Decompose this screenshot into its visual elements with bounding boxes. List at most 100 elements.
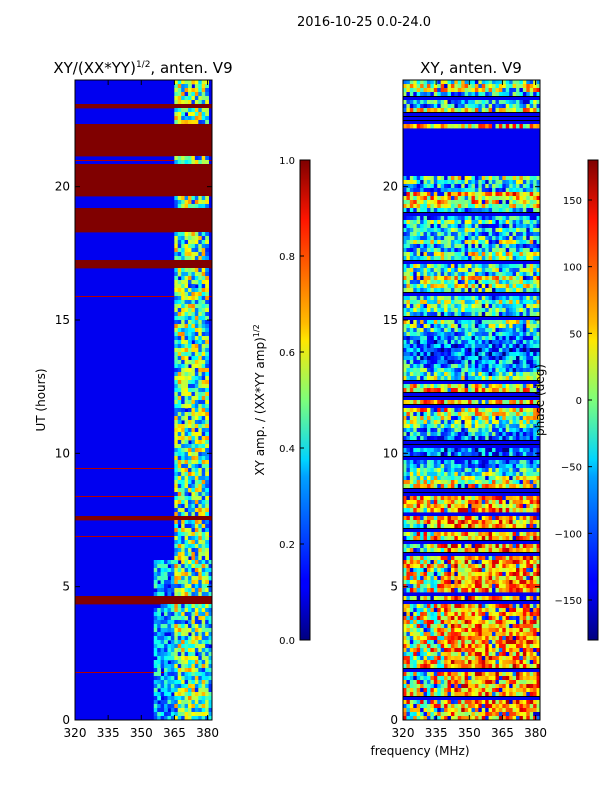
heatmap1-cell <box>194 372 199 377</box>
heatmap1-cell <box>191 708 196 713</box>
heatmap2-cell <box>403 504 407 509</box>
heatmap1-cell <box>174 316 179 321</box>
heatmap2-cell <box>454 296 459 301</box>
heatmap2-cell <box>474 232 479 237</box>
heatmap2-cell <box>426 280 431 285</box>
heatmap1-cell <box>181 400 185 405</box>
heatmap1-cell <box>205 116 209 121</box>
heatmap1-cell <box>174 564 179 569</box>
heatmap1-cell <box>177 636 182 641</box>
heatmap2-cell <box>495 268 500 273</box>
heatmap2-cell <box>457 336 462 341</box>
heatmap1-cell <box>177 696 182 701</box>
heatmap2-cell <box>526 348 531 353</box>
heatmap1-cell <box>194 576 199 581</box>
heatmap2-cell <box>485 180 490 185</box>
heatmap2-cell <box>403 376 407 381</box>
heatmap2-cell <box>406 100 411 105</box>
heatmap2-cell <box>433 276 438 281</box>
heatmap2-cell <box>478 424 483 429</box>
heatmap1-cell <box>181 380 185 385</box>
heatmap2-cell <box>498 188 503 193</box>
heatmap2-cell <box>495 296 500 301</box>
heatmap2-cell <box>478 356 483 361</box>
heatmap2-cell <box>450 532 455 537</box>
heatmap1-cell <box>201 316 206 321</box>
heatmap2-cell <box>481 420 486 425</box>
heatmap1-cell <box>198 528 203 533</box>
heatmap1-cell <box>181 536 185 541</box>
heatmap2-cell <box>447 280 452 285</box>
heatmap1-cell <box>184 540 189 545</box>
heatmap1-cell <box>181 624 185 629</box>
heatmap2-cell <box>481 400 486 405</box>
heatmap1-cell <box>177 528 182 533</box>
heatmap2-cell <box>488 496 493 501</box>
heatmap1-cell <box>198 628 203 633</box>
heatmap2-cell <box>433 100 438 105</box>
heatmap2-cell <box>481 428 486 433</box>
heatmap2-cell <box>526 328 531 333</box>
heatmap2-cell <box>492 196 496 201</box>
heatmap2-cell <box>450 276 455 281</box>
heatmap1-cell <box>174 712 179 717</box>
heatmap1-cell <box>191 268 196 273</box>
heatmap2-cell <box>413 180 418 185</box>
heatmap2-cell <box>529 188 534 193</box>
heatmap2-cell <box>464 180 469 185</box>
heatmap2-cell <box>471 240 476 245</box>
heatmap2-cell <box>461 308 466 313</box>
heatmap2-cell <box>519 80 524 85</box>
heatmap1-cell <box>194 572 199 577</box>
heatmap1-cell <box>177 236 182 241</box>
heatmap2-cell <box>495 88 500 93</box>
heatmap1-cell <box>177 344 182 349</box>
heatmap1-cell <box>181 496 185 501</box>
heatmap2-cell <box>488 356 493 361</box>
heatmap2-cell <box>471 416 476 421</box>
heatmap2-cell <box>471 80 476 85</box>
heatmap2-cell <box>519 304 524 309</box>
heatmap1-cell <box>181 256 185 261</box>
heatmap1-cell <box>191 440 196 445</box>
heatmap1-cell <box>181 636 185 641</box>
heatmap2-cell <box>403 340 407 345</box>
heatmap1-cell <box>177 232 182 237</box>
heatmap2-cell <box>526 108 531 113</box>
heatmap2-cell <box>416 324 421 329</box>
heatmap1-cell <box>184 232 189 237</box>
heatmap1-cell <box>181 580 185 585</box>
heatmap2-cell <box>423 428 428 433</box>
heatmap2-cell <box>522 232 527 237</box>
heatmap1-cell <box>205 84 209 89</box>
heatmap1-cell <box>177 616 182 621</box>
heatmap2-cell <box>413 288 418 293</box>
heatmap2-cell <box>474 428 479 433</box>
heatmap2-cell <box>488 264 493 269</box>
heatmap1-cell <box>201 416 206 421</box>
heatmap2-cell <box>519 188 524 193</box>
heatmap2-cell <box>478 536 483 541</box>
heatmap2-cell <box>529 504 534 509</box>
heatmap2-cell <box>464 272 469 277</box>
heatmap2-cell <box>522 124 527 129</box>
heatmap2-cell <box>526 276 531 281</box>
heatmap1-cell <box>167 644 172 649</box>
heatmap2-cell <box>426 196 431 201</box>
heatmap1-cell <box>164 636 168 641</box>
heatmap1-cell <box>157 668 162 673</box>
heatmap1-cell <box>181 564 185 569</box>
heatmap2-cell <box>512 520 517 525</box>
heatmap2-cell <box>454 92 459 97</box>
heatmap2-cell <box>464 176 469 181</box>
heatmap2-cell <box>502 388 507 393</box>
heatmap2-cell <box>512 416 517 421</box>
heatmap2-cell <box>437 464 442 469</box>
heatmap2-cell <box>420 276 424 281</box>
heatmap1-cell <box>170 704 175 709</box>
heatmap2-cell <box>426 244 431 249</box>
heatmap2-cell <box>488 240 493 245</box>
heatmap1-cell <box>194 672 199 677</box>
heatmap2-cell <box>526 220 531 225</box>
heatmap2-cell <box>406 508 411 513</box>
